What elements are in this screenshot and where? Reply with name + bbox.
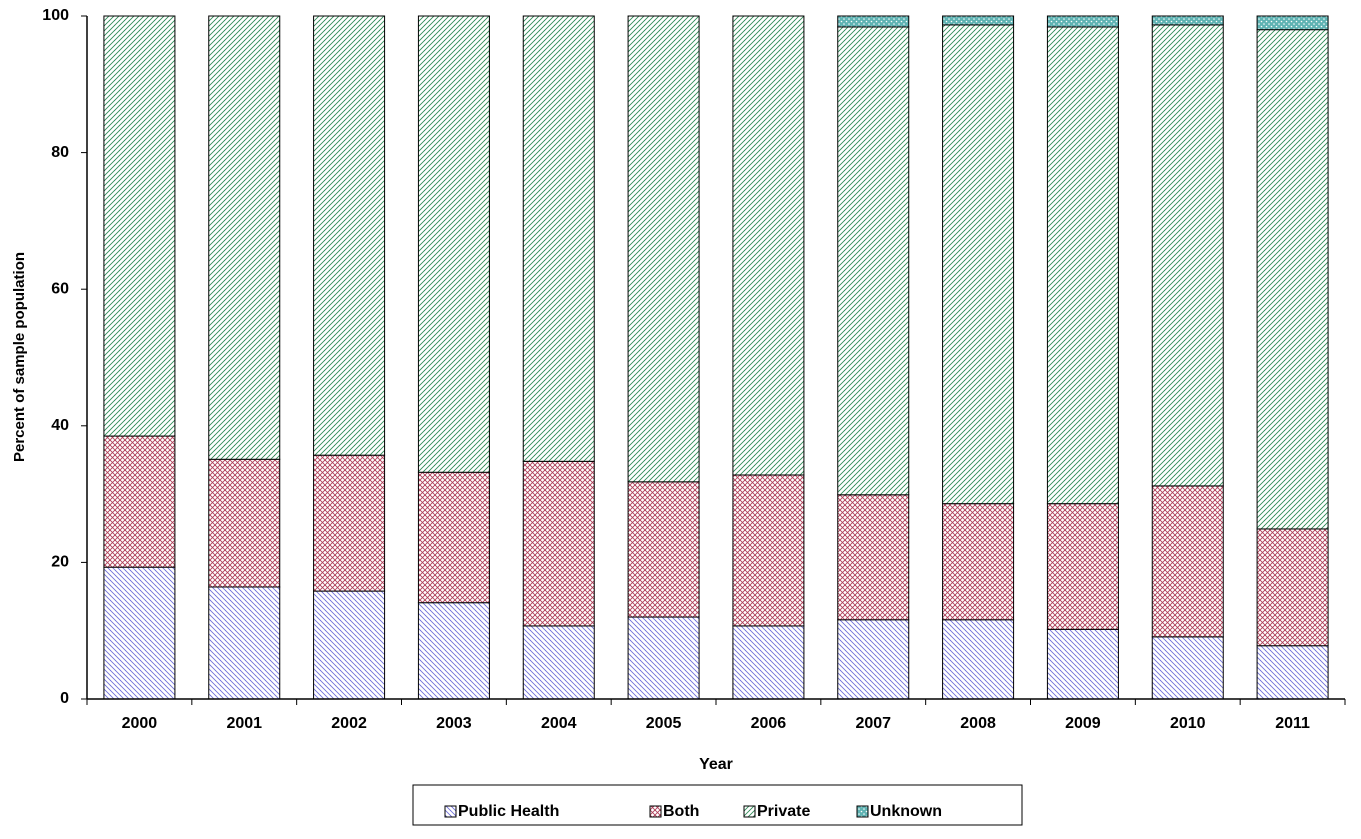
x-tick-label: 2011 bbox=[1275, 715, 1310, 732]
y-tick-label: 100 bbox=[42, 7, 69, 24]
x-tick-label: 2004 bbox=[541, 715, 577, 732]
bar-segment bbox=[522, 15, 595, 462]
y-tick-label: 60 bbox=[51, 280, 69, 297]
x-tick-label: 2000 bbox=[122, 715, 158, 732]
y-tick-label: 80 bbox=[51, 144, 69, 161]
bar-segment bbox=[417, 602, 490, 700]
x-axis-title: Year bbox=[699, 756, 733, 773]
bar-segment bbox=[732, 474, 805, 627]
bar-segment bbox=[313, 454, 386, 592]
bar-segment bbox=[837, 15, 910, 28]
bar-segment bbox=[942, 619, 1015, 700]
bar-segment bbox=[417, 15, 490, 473]
bar-segment bbox=[942, 15, 1015, 26]
bar-segment bbox=[942, 24, 1015, 505]
bar-segment bbox=[313, 15, 386, 456]
bar-segment bbox=[1151, 485, 1224, 638]
legend-swatch bbox=[743, 805, 756, 818]
bar-segment bbox=[522, 625, 595, 700]
x-tick-label: 2006 bbox=[751, 715, 787, 732]
bar-segment bbox=[103, 566, 176, 700]
bar-segment bbox=[1256, 29, 1329, 530]
bar-segment bbox=[1046, 15, 1119, 28]
bar-segment bbox=[732, 15, 805, 476]
bar-segment bbox=[1256, 528, 1329, 647]
legend-swatch bbox=[856, 805, 869, 818]
bar-segment bbox=[417, 471, 490, 604]
x-tick-label: 2007 bbox=[855, 715, 891, 732]
bar-segment bbox=[1151, 636, 1224, 700]
legend-label: Public Health bbox=[458, 803, 559, 820]
bar-segment bbox=[208, 586, 281, 700]
bar-segment bbox=[1046, 503, 1119, 630]
x-tick-label: 2003 bbox=[436, 715, 472, 732]
bar-segment bbox=[837, 26, 910, 496]
legend-label: Both bbox=[663, 803, 699, 820]
x-tick-label: 2009 bbox=[1065, 715, 1101, 732]
bar-segment bbox=[103, 435, 176, 568]
y-tick-label: 40 bbox=[51, 417, 69, 434]
legend-swatch bbox=[649, 805, 662, 818]
bar-segment bbox=[627, 616, 700, 700]
bar-segment bbox=[837, 619, 910, 700]
bar-segment bbox=[1256, 15, 1329, 31]
bar-segment bbox=[1151, 15, 1224, 26]
bar-segment bbox=[313, 590, 386, 700]
legend-swatch bbox=[444, 805, 457, 818]
bar-segment bbox=[522, 460, 595, 627]
bar-segment bbox=[942, 503, 1015, 621]
bar-segment bbox=[208, 458, 281, 588]
bar-segment bbox=[627, 15, 700, 483]
legend-box bbox=[412, 784, 1023, 826]
bar-segment bbox=[1151, 24, 1224, 487]
legend-label: Unknown bbox=[870, 803, 942, 820]
x-tick-label: 2008 bbox=[960, 715, 996, 732]
bar-segment bbox=[103, 15, 176, 437]
x-tick-label: 2010 bbox=[1170, 715, 1206, 732]
bar-segment bbox=[627, 481, 700, 618]
y-tick-label: 20 bbox=[51, 554, 69, 571]
x-tick-label: 2002 bbox=[331, 715, 367, 732]
legend-label: Private bbox=[757, 803, 810, 820]
bar-segment bbox=[208, 15, 281, 460]
x-tick-label: 2001 bbox=[226, 715, 262, 732]
y-axis-title: Percent of sample population bbox=[11, 252, 28, 462]
bar-segment bbox=[732, 625, 805, 700]
bar-segment bbox=[837, 494, 910, 621]
bar-segment bbox=[1256, 645, 1329, 700]
bar-segment bbox=[1046, 26, 1119, 505]
x-tick-label: 2005 bbox=[646, 715, 682, 732]
bar-segment bbox=[1046, 628, 1119, 700]
y-tick-label: 0 bbox=[60, 690, 69, 707]
